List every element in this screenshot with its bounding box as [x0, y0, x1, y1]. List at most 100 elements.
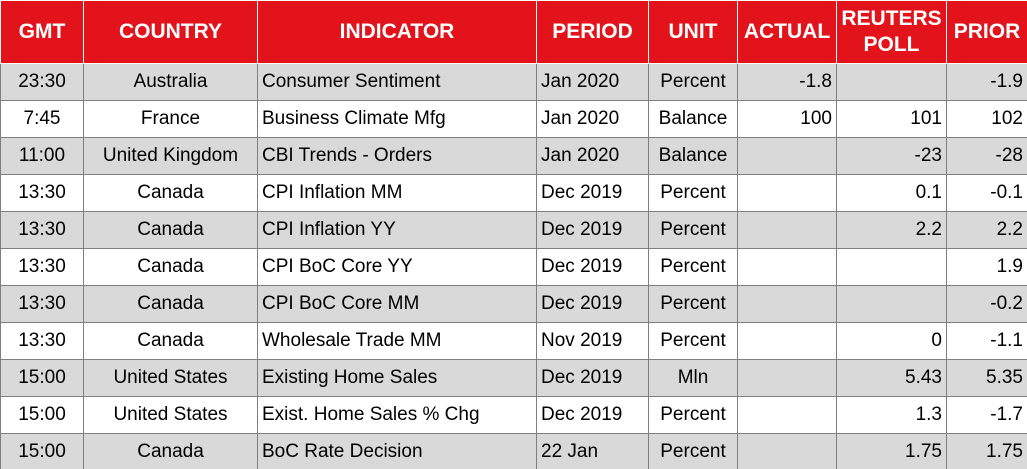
table-cell: United States — [83, 359, 258, 397]
table-row: 13:30 Canada CPI BoC Core YY Dec 2019 Percen… — [0, 248, 1027, 286]
table-cell: -1.7 — [946, 396, 1027, 434]
table-cell: Jan 2020 — [536, 137, 649, 175]
table-cell — [737, 248, 837, 286]
table-cell: Percent — [648, 174, 738, 212]
table-cell: 23:30 — [0, 63, 84, 101]
table-cell: Percent — [648, 211, 738, 249]
table-cell: -1.8 — [737, 63, 837, 101]
table-cell: 15:00 — [0, 396, 84, 434]
column-header: COUNTRY — [83, 0, 258, 64]
table-cell: 1.9 — [946, 248, 1027, 286]
column-header: INDICATOR — [257, 0, 537, 64]
table-cell — [836, 63, 947, 101]
table-row: 15:00 United States Existing Home Sales Dec… — [0, 359, 1027, 397]
table-cell: 22 Jan — [536, 433, 649, 469]
table-cell: Dec 2019 — [536, 211, 649, 249]
table-cell: 0 — [836, 322, 947, 360]
column-header: PRIOR — [946, 0, 1027, 64]
column-header: REUTERS POLL — [836, 0, 947, 64]
table-cell: Percent — [648, 433, 738, 469]
table-cell: Business Climate Mfg — [257, 100, 537, 138]
table-cell: 101 — [836, 100, 947, 138]
table-body: 23:30 Australia Consumer Sentiment Jan 2020… — [0, 63, 1027, 469]
table-cell: Jan 2020 — [536, 100, 649, 138]
table-row: 15:00 Canada BoC Rate Decision 22 Jan Percen… — [0, 433, 1027, 469]
table-cell: Canada — [83, 322, 258, 360]
table-cell: 0.1 — [836, 174, 947, 212]
table-cell — [737, 174, 837, 212]
table-cell — [737, 211, 837, 249]
table-cell: Percent — [648, 396, 738, 434]
table-cell: Consumer Sentiment — [257, 63, 537, 101]
table-cell: -1.9 — [946, 63, 1027, 101]
table-cell: 100 — [737, 100, 837, 138]
table-cell: Percent — [648, 248, 738, 286]
table-cell: -23 — [836, 137, 947, 175]
table-cell — [737, 433, 837, 469]
table-cell: 13:30 — [0, 174, 84, 212]
table-cell: 13:30 — [0, 211, 84, 249]
table-cell: Canada — [83, 248, 258, 286]
table-cell — [737, 396, 837, 434]
table-cell: Nov 2019 — [536, 322, 649, 360]
column-header: GMT — [0, 0, 84, 64]
table-cell: Balance — [648, 137, 738, 175]
table-cell: Canada — [83, 433, 258, 469]
table-cell: Percent — [648, 322, 738, 360]
table-cell: CPI Inflation MM — [257, 174, 537, 212]
table-cell: 15:00 — [0, 359, 84, 397]
table-cell — [737, 322, 837, 360]
table-cell: -28 — [946, 137, 1027, 175]
table-cell: 2.2 — [946, 211, 1027, 249]
table-cell — [737, 285, 837, 323]
table-cell: 13:30 — [0, 248, 84, 286]
column-header: UNIT — [648, 0, 738, 64]
table-row: 23:30 Australia Consumer Sentiment Jan 2020… — [0, 63, 1027, 101]
table-cell: Dec 2019 — [536, 285, 649, 323]
table-cell: 1.75 — [836, 433, 947, 469]
table-cell: CPI BoC Core MM — [257, 285, 537, 323]
table-cell: 13:30 — [0, 285, 84, 323]
table-cell: Percent — [648, 63, 738, 101]
table-cell: Canada — [83, 174, 258, 212]
table-cell: United States — [83, 396, 258, 434]
table-cell: -1.1 — [946, 322, 1027, 360]
column-header: PERIOD — [536, 0, 649, 64]
table-cell — [737, 137, 837, 175]
table-cell: 2.2 — [836, 211, 947, 249]
table-cell: CPI Inflation YY — [257, 211, 537, 249]
table-cell — [836, 285, 947, 323]
table-cell: Dec 2019 — [536, 359, 649, 397]
table-cell: Mln — [648, 359, 738, 397]
table-cell: Canada — [83, 211, 258, 249]
table-row: 7:45 France Business Climate Mfg Jan 2020 Ba… — [0, 100, 1027, 138]
table-cell: 11:00 — [0, 137, 84, 175]
table-row: 13:30 Canada CPI Inflation MM Dec 2019 Perce… — [0, 174, 1027, 212]
table-cell: Percent — [648, 285, 738, 323]
table-cell: 1.75 — [946, 433, 1027, 469]
table-cell — [836, 248, 947, 286]
table-cell: 15:00 — [0, 433, 84, 469]
table-cell: 13:30 — [0, 322, 84, 360]
table-cell: -0.1 — [946, 174, 1027, 212]
table-cell: CPI BoC Core YY — [257, 248, 537, 286]
table-cell: Balance — [648, 100, 738, 138]
table-cell: Dec 2019 — [536, 174, 649, 212]
table-cell: Jan 2020 — [536, 63, 649, 101]
table-cell: -0.2 — [946, 285, 1027, 323]
table-row: 13:30 Canada CPI Inflation YY Dec 2019 Perce… — [0, 211, 1027, 249]
table-row: 11:00 United Kingdom CBI Trends - Orders Ja… — [0, 137, 1027, 175]
table-cell: 5.35 — [946, 359, 1027, 397]
table-cell: 5.43 — [836, 359, 947, 397]
table-cell: Australia — [83, 63, 258, 101]
table-cell: 7:45 — [0, 100, 84, 138]
table-cell: Dec 2019 — [536, 396, 649, 434]
table-cell: CBI Trends - Orders — [257, 137, 537, 175]
table-cell: United Kingdom — [83, 137, 258, 175]
table-row: 13:30 Canada CPI BoC Core MM Dec 2019 Percen… — [0, 285, 1027, 323]
table-cell: Existing Home Sales — [257, 359, 537, 397]
table-cell: 1.3 — [836, 396, 947, 434]
table-cell: 102 — [946, 100, 1027, 138]
table-cell: Wholesale Trade MM — [257, 322, 537, 360]
